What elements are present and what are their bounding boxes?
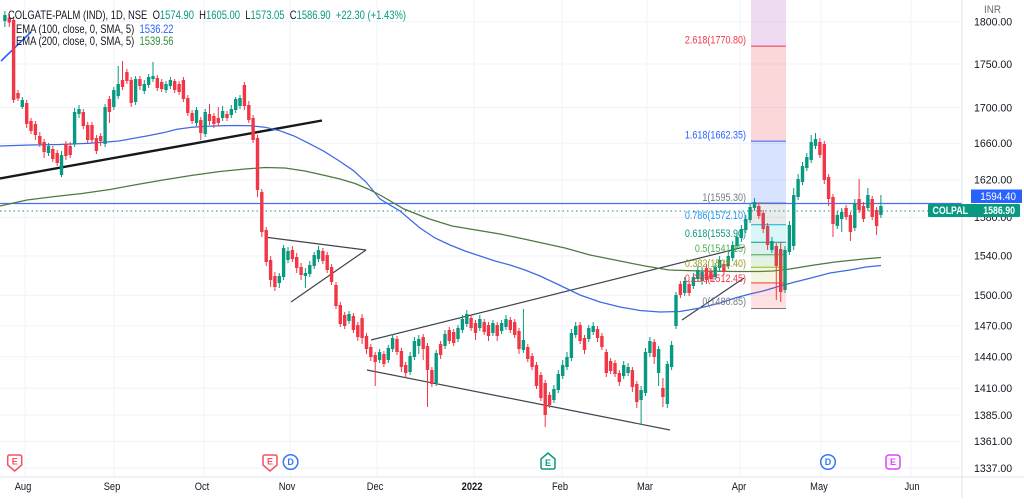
svg-text:1800.00: 1800.00 [974, 16, 1012, 28]
svg-text:Dec: Dec [367, 481, 384, 493]
svg-text:E: E [890, 457, 896, 467]
svg-text:Nov: Nov [279, 481, 296, 493]
svg-text:1586.90: 1586.90 [983, 205, 1015, 217]
svg-text:Jun: Jun [904, 481, 919, 493]
svg-text:2.618(1770.80): 2.618(1770.80) [685, 35, 746, 47]
svg-text:0.236(1512.45): 0.236(1512.45) [685, 273, 746, 285]
svg-text:1540.00: 1540.00 [974, 250, 1012, 262]
svg-text:EMA (200, close, 0, SMA, 5) 1: EMA (200, close, 0, SMA, 5) 1539.56 [16, 35, 174, 48]
svg-text:Apr: Apr [732, 481, 747, 493]
svg-text:1500.00: 1500.00 [974, 290, 1012, 302]
svg-text:D: D [287, 457, 294, 467]
svg-text:0.618(1553.90): 0.618(1553.90) [685, 228, 746, 240]
svg-text:1620.00: 1620.00 [974, 174, 1012, 186]
svg-text:0.5(1541.15): 0.5(1541.15) [695, 243, 746, 255]
svg-text:D: D [825, 457, 832, 467]
svg-text:1660.00: 1660.00 [974, 138, 1012, 150]
svg-text:1361.00: 1361.00 [974, 436, 1012, 448]
svg-text:0(1486.85): 0(1486.85) [702, 296, 746, 308]
svg-text:1440.00: 1440.00 [974, 351, 1012, 363]
svg-text:1337.00: 1337.00 [974, 463, 1012, 475]
svg-text:0.786(1572.10): 0.786(1572.10) [685, 210, 746, 222]
svg-text:E: E [12, 457, 18, 467]
svg-text:2022: 2022 [462, 481, 483, 493]
svg-text:1700.00: 1700.00 [974, 102, 1012, 114]
svg-text:Aug: Aug [15, 481, 32, 493]
svg-text:May: May [810, 481, 828, 493]
svg-text:E: E [545, 458, 551, 468]
svg-text:E: E [267, 457, 273, 467]
svg-text:1.618(1662.35): 1.618(1662.35) [685, 130, 746, 142]
svg-text:0.382(1528.40): 0.382(1528.40) [685, 258, 746, 270]
svg-text:1410.00: 1410.00 [974, 383, 1012, 395]
svg-text:Oct: Oct [195, 481, 210, 493]
svg-text:COLPAL: COLPAL [933, 205, 969, 217]
svg-text:INR: INR [984, 5, 1001, 17]
svg-text:1(1595.30): 1(1595.30) [702, 192, 746, 204]
svg-text:EMA (100, close, 0, SMA, 5) 1: EMA (100, close, 0, SMA, 5) 1536.22 [16, 23, 174, 36]
svg-text:Sep: Sep [104, 481, 121, 493]
svg-text:Mar: Mar [637, 481, 654, 493]
svg-text:Feb: Feb [552, 481, 568, 493]
svg-text:1594.40: 1594.40 [980, 192, 1016, 204]
svg-text:1750.00: 1750.00 [974, 58, 1012, 70]
svg-text:COLGATE-PALM (IND), 1D, NSE O: COLGATE-PALM (IND), 1D, NSE O1574.90 H16… [8, 9, 406, 22]
svg-text:1470.00: 1470.00 [974, 320, 1012, 332]
svg-text:1385.00: 1385.00 [974, 410, 1012, 422]
